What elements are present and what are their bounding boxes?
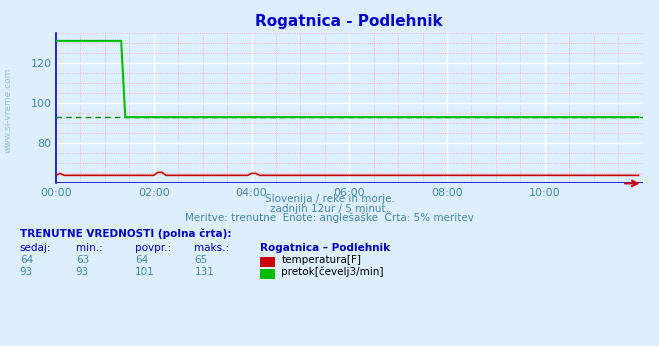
Text: temperatura[F]: temperatura[F] [281,255,361,265]
Text: 64: 64 [20,255,33,265]
Text: 65: 65 [194,255,208,265]
Text: pretok[čevelj3/min]: pretok[čevelj3/min] [281,266,384,277]
Text: 93: 93 [20,267,33,277]
Text: maks.:: maks.: [194,243,229,253]
Text: zadnjih 12ur / 5 minut.: zadnjih 12ur / 5 minut. [270,204,389,214]
Text: 101: 101 [135,267,155,277]
Text: min.:: min.: [76,243,103,253]
Text: sedaj:: sedaj: [20,243,51,253]
Text: Rogatnica – Podlehnik: Rogatnica – Podlehnik [260,243,390,253]
Text: 131: 131 [194,267,214,277]
Text: Meritve: trenutne  Enote: anglešaške  Črta: 5% meritev: Meritve: trenutne Enote: anglešaške Črta… [185,211,474,223]
Text: TRENUTNE VREDNOSTI (polna črta):: TRENUTNE VREDNOSTI (polna črta): [20,228,231,239]
Text: 64: 64 [135,255,148,265]
Text: Slovenija / reke in morje.: Slovenija / reke in morje. [264,194,395,204]
Title: Rogatnica - Podlehnik: Rogatnica - Podlehnik [256,14,443,29]
Text: povpr.:: povpr.: [135,243,171,253]
Text: 93: 93 [76,267,89,277]
Text: 63: 63 [76,255,89,265]
Text: www.si-vreme.com: www.si-vreme.com [3,68,13,153]
